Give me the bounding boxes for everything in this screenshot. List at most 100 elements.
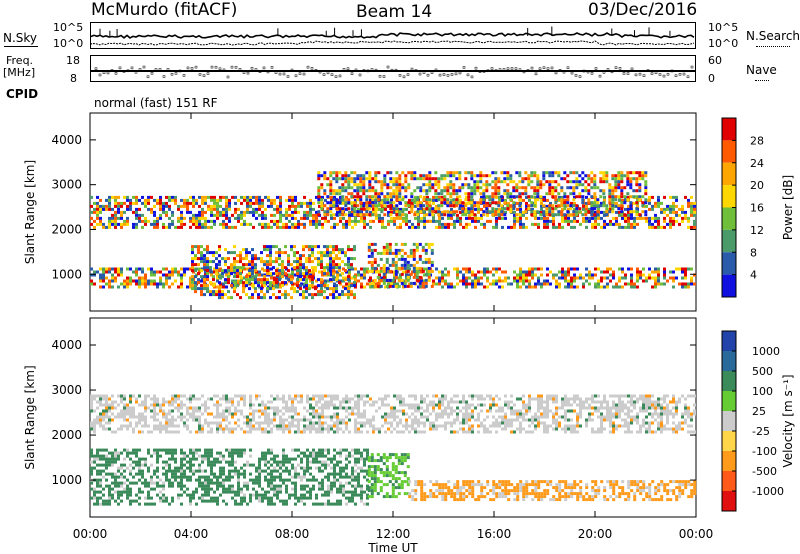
data-cell <box>411 201 414 205</box>
data-cell <box>374 174 378 178</box>
data-cell <box>441 400 444 404</box>
data-cell <box>512 186 516 190</box>
data-cell <box>432 201 435 205</box>
data-cell <box>222 219 225 223</box>
data-cell <box>317 177 321 181</box>
data-cell <box>602 180 606 184</box>
nave-tick-bottom: 0 <box>708 72 715 85</box>
data-cell <box>483 430 486 434</box>
data-cell <box>422 204 426 208</box>
data-cell <box>342 421 345 425</box>
data-cell <box>393 210 396 214</box>
data-cell <box>212 260 215 264</box>
data-cell <box>305 290 308 294</box>
data-cell <box>257 278 260 282</box>
data-cell <box>564 279 567 283</box>
data-cell <box>312 412 315 416</box>
data-cell <box>585 207 588 211</box>
data-cell <box>191 266 194 270</box>
data-cell <box>126 412 129 416</box>
data-cell <box>672 285 675 289</box>
data-cell <box>521 186 525 190</box>
data-cell <box>497 177 501 181</box>
data-cell <box>156 400 159 404</box>
data-cell <box>240 412 243 416</box>
data-cell <box>441 276 444 280</box>
data-cell <box>418 266 422 270</box>
data-cell <box>311 245 314 249</box>
data-cell <box>420 421 423 425</box>
data-cell <box>555 273 558 277</box>
nave-marker <box>566 66 570 70</box>
data-cell <box>206 251 209 255</box>
data-cell <box>225 273 228 277</box>
data-cell <box>353 281 356 285</box>
data-cell <box>357 421 360 425</box>
data-cell <box>99 397 102 401</box>
data-cell <box>588 219 591 223</box>
data-cell <box>300 394 303 398</box>
data-cell <box>411 406 414 410</box>
noise-tick-right-top: 10^5 <box>708 21 739 34</box>
data-cell <box>620 207 624 211</box>
nave-marker <box>470 75 474 79</box>
data-cell <box>222 418 225 422</box>
data-cell <box>424 284 428 288</box>
data-cell <box>302 266 305 270</box>
data-cell <box>323 245 326 249</box>
data-cell <box>147 198 150 202</box>
data-cell <box>421 245 425 249</box>
data-cell <box>302 272 305 276</box>
data-cell <box>180 285 183 289</box>
data-cell <box>165 282 168 286</box>
data-cell <box>471 430 474 434</box>
data-cell <box>306 201 309 205</box>
data-cell <box>105 406 108 410</box>
data-cell <box>237 403 240 407</box>
data-cell <box>441 216 444 220</box>
data-cell <box>234 409 237 413</box>
data-cell <box>294 198 297 202</box>
noise-tick-right-bottom: 10^0 <box>708 37 739 50</box>
data-cell <box>602 174 606 178</box>
data-cell <box>533 192 537 196</box>
data-cell <box>642 216 645 220</box>
data-cell <box>255 394 258 398</box>
data-cell <box>549 219 552 223</box>
data-cell <box>399 394 402 398</box>
data-cell <box>462 282 465 286</box>
data-cell <box>509 177 513 181</box>
data-cell <box>269 257 272 261</box>
data-cell <box>423 219 426 223</box>
data-cell <box>573 267 576 271</box>
data-cell <box>384 430 387 434</box>
data-cell <box>620 213 624 217</box>
data-cell <box>459 222 462 226</box>
data-cell <box>194 275 197 279</box>
data-cell <box>333 394 336 398</box>
data-cell <box>129 276 132 280</box>
data-cell <box>400 254 404 258</box>
data-cell <box>611 186 615 190</box>
data-cell <box>482 210 486 214</box>
data-cell <box>261 198 264 202</box>
data-cell <box>509 204 513 208</box>
data-cell <box>327 270 330 274</box>
data-cell <box>180 198 183 202</box>
data-cell <box>381 403 384 407</box>
data-cell <box>123 210 126 214</box>
data-cell <box>261 409 264 413</box>
data-cell <box>620 174 624 178</box>
data-cell <box>464 210 468 214</box>
data-cell <box>225 207 228 211</box>
data-cell <box>177 430 180 434</box>
data-cell <box>299 263 302 267</box>
data-cell <box>594 273 597 277</box>
nave-marker <box>430 71 434 74</box>
data-cell <box>336 427 339 431</box>
data-cell <box>423 207 426 211</box>
data-cell <box>654 267 657 271</box>
data-cell <box>282 394 285 398</box>
nave-marker <box>386 65 390 69</box>
data-cell <box>294 210 297 214</box>
